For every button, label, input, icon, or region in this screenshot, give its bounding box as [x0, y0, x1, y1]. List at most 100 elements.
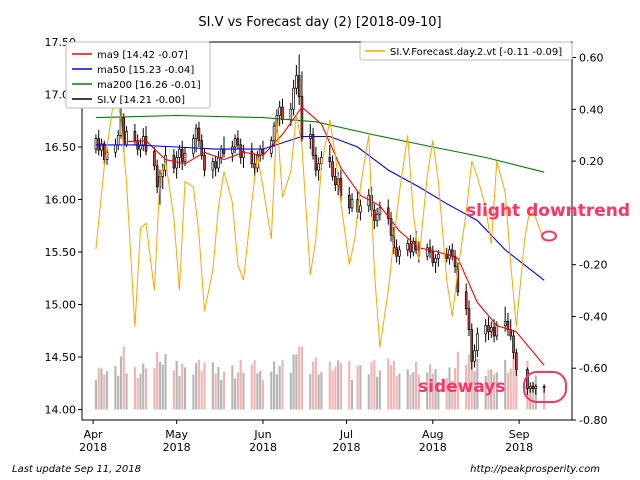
volume-bar	[156, 351, 159, 410]
candle-body	[542, 386, 546, 388]
volume-bar	[275, 374, 278, 410]
volume-bar	[495, 372, 498, 410]
candlesticks	[94, 54, 546, 395]
volume-bar	[175, 360, 178, 410]
x-tick-label-year: 2018	[163, 441, 191, 454]
volume-bar	[153, 368, 156, 410]
volume-bar	[256, 373, 259, 410]
right-tick-label: 0.40	[579, 103, 604, 116]
volume-bar	[203, 362, 206, 410]
legend-left: ma9 [14.42 -0.07] ma50 [15.23 -0.04] ma200…	[65, 41, 211, 109]
volume-bar	[415, 361, 418, 410]
volume-bar	[467, 354, 471, 410]
candle-body	[261, 148, 265, 154]
left-tick-label: 14.50	[45, 351, 77, 364]
candle-body	[317, 163, 320, 171]
volume-bar	[200, 370, 203, 410]
volume-bar	[214, 373, 217, 410]
candle-body	[334, 176, 337, 186]
chart-title: SI.V vs Forecast day (2) [2018-09-10]	[198, 15, 441, 30]
x-tick-label-month: Jul	[339, 428, 353, 441]
candle-body	[281, 106, 284, 121]
candle-body	[448, 249, 451, 259]
candle-body	[250, 150, 254, 165]
volume-bar	[339, 363, 342, 410]
candle-body	[292, 87, 295, 110]
volume-bar	[398, 373, 401, 410]
volume-bar	[103, 374, 106, 410]
volume-bar	[273, 361, 276, 410]
candle-body	[395, 247, 398, 257]
candle-body	[155, 165, 159, 188]
volume-bar	[142, 363, 145, 410]
volume-bar	[295, 354, 298, 410]
volume-bar	[292, 354, 295, 410]
candle-body	[506, 320, 510, 331]
volume-bar	[114, 365, 117, 410]
candle-body	[133, 130, 137, 142]
legend-label: SI.V.Forecast.day.2.vt [-0.11 -0.09]	[390, 47, 562, 58]
volume-bar	[506, 372, 510, 410]
candle-body	[289, 108, 293, 121]
candle-body	[233, 138, 237, 148]
volume-bar	[197, 359, 200, 410]
candle-body	[231, 146, 234, 154]
volume-bar	[119, 356, 123, 410]
volume-bar	[428, 364, 432, 410]
volume-bar	[490, 369, 493, 410]
annotation-sideways: sideways	[418, 371, 567, 403]
volume-bar	[331, 370, 334, 410]
volume-bar	[492, 374, 496, 410]
right-tick-label: -0.80	[579, 414, 607, 427]
candle-body	[470, 329, 474, 362]
candle-body	[214, 161, 217, 169]
series-line-ma200	[95, 114, 545, 173]
volume-bar	[320, 372, 323, 410]
candle-body	[450, 249, 454, 257]
volume-bar	[172, 370, 175, 410]
volume-bar	[378, 370, 381, 410]
volume-bar	[367, 374, 370, 410]
volume-bar	[437, 382, 440, 410]
volume-bar	[220, 380, 223, 410]
candle-body	[311, 134, 315, 156]
candle-body	[239, 144, 242, 158]
candle-body	[94, 138, 98, 150]
left-tick-label: 15.50	[45, 246, 77, 259]
candle-body	[484, 325, 487, 335]
right-tick-label: -0.40	[579, 310, 607, 323]
candle-body	[503, 320, 507, 326]
x-tick-label-year: 2018	[249, 441, 277, 454]
volume-bar	[261, 380, 265, 410]
candle-body	[409, 243, 412, 253]
volume-bar	[231, 365, 234, 410]
volume-bar	[504, 359, 507, 410]
candle-body	[534, 386, 538, 389]
candle-body	[425, 247, 429, 257]
candle-body	[236, 138, 240, 146]
volume-bar	[529, 388, 532, 410]
volume-bar	[105, 371, 109, 410]
volume-bars	[94, 346, 546, 410]
volume-bar	[337, 360, 340, 410]
legend-label: SI.V [14.21 -0.00]	[97, 95, 185, 106]
volume-bar	[253, 360, 256, 410]
volume-bar	[465, 364, 468, 410]
volume-bar	[484, 375, 487, 410]
candle-body	[406, 243, 410, 251]
x-tick-label-month: Apr	[84, 428, 104, 441]
volume-bar	[314, 357, 317, 410]
volume-bar	[97, 367, 100, 410]
candle-body	[464, 291, 468, 310]
volume-bar	[181, 363, 184, 410]
left-tick-label: 15.00	[45, 299, 77, 312]
candle-body	[375, 213, 379, 221]
volume-bar	[195, 363, 198, 410]
series-lines	[95, 88, 545, 366]
candle-body	[102, 143, 106, 160]
candle-body	[178, 148, 181, 158]
candle-body	[431, 251, 435, 263]
candle-body	[412, 241, 415, 253]
candle-body	[297, 75, 301, 97]
